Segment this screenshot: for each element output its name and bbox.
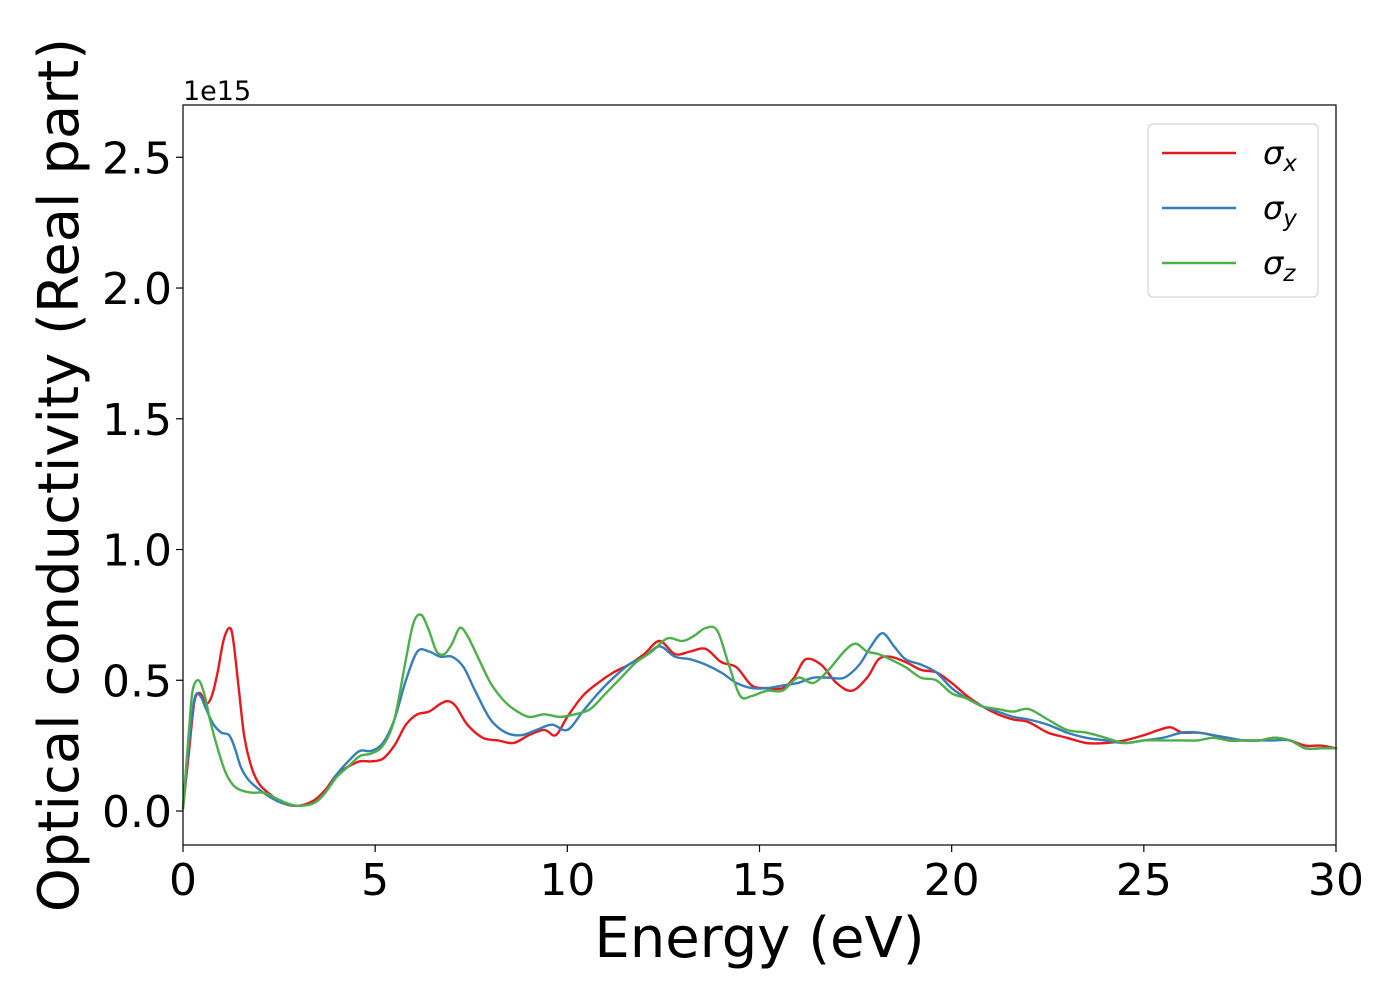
series-line-z — [181, 613, 1338, 810]
y-tick-label: 1.5 — [102, 395, 172, 446]
x-tick-label: 0 — [169, 855, 197, 906]
x-axis: 0 5 10 15 20 25 30 — [169, 845, 1364, 906]
x-tick-label: 25 — [1116, 855, 1172, 906]
x-tick-label: 30 — [1308, 855, 1364, 906]
y-offset-label: 1e15 — [183, 76, 251, 107]
y-tick-label: 2.5 — [102, 133, 172, 184]
y-tick-label: 0.0 — [102, 787, 172, 838]
x-tick-label: 5 — [361, 855, 389, 906]
y-tick-label: 0.5 — [102, 656, 172, 707]
y-axis-label: Optical conductivity (Real part) — [27, 38, 92, 912]
y-tick-label: 2.0 — [102, 264, 172, 315]
y-axis: 0.0 0.5 1.0 1.5 2.0 2.5 — [102, 133, 183, 838]
legend-frame — [1147, 123, 1319, 298]
x-tick-label: 15 — [732, 855, 788, 906]
x-tick-label: 10 — [539, 855, 595, 906]
x-tick-label: 20 — [924, 855, 980, 906]
x-axis-label: Energy (eV) — [594, 906, 924, 971]
y-tick-label: 1.0 — [102, 526, 172, 577]
series-layer — [181, 613, 1338, 810]
